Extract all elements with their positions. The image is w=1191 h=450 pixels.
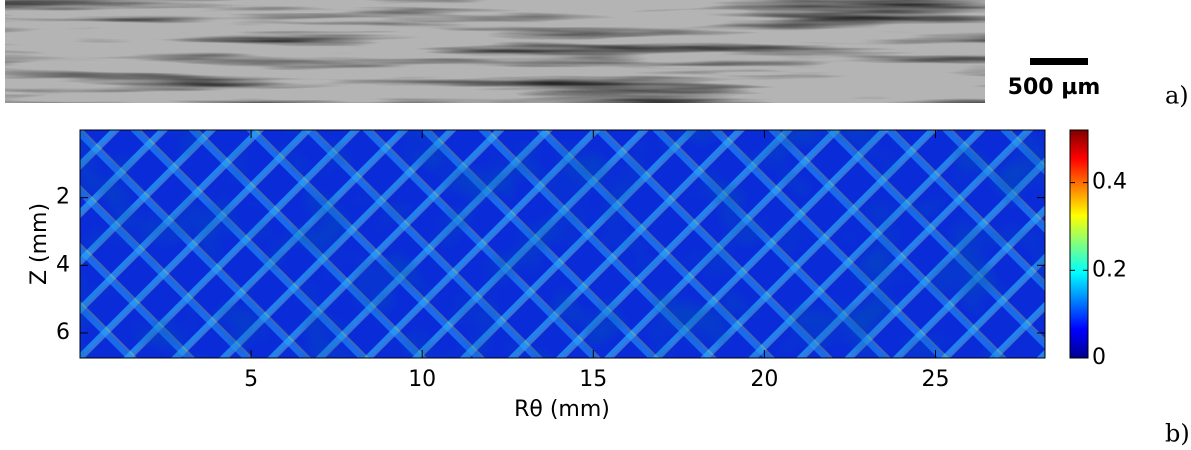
colorbar-tick-label: 0.2 — [1092, 257, 1127, 282]
x-tick-label: 25 — [921, 367, 949, 392]
panel-label: b) — [1165, 420, 1190, 448]
y-axis-label: Z (mm) — [27, 203, 52, 285]
y-tick-label: 6 — [56, 320, 70, 345]
y-tick-label: 2 — [56, 185, 70, 210]
y-tick-label: 4 — [56, 252, 70, 277]
colorbar-tick-label: 0.4 — [1092, 170, 1127, 195]
heatmap-shading — [80, 130, 1045, 358]
panel-label: a) — [1165, 82, 1189, 110]
scale-bar-label: 500 µm — [1008, 75, 1101, 100]
x-tick-label: 5 — [244, 367, 258, 392]
heatmap-image — [80, 130, 1045, 358]
plot-frame — [79, 129, 1046, 359]
colorbar-tick-label: 0 — [1092, 345, 1106, 370]
x-tick-label: 20 — [750, 367, 778, 392]
x-tick-label: 10 — [408, 367, 436, 392]
micrograph: 500 µm a) — [5, 0, 1189, 110]
x-axis-label: Rθ (mm) — [514, 397, 610, 422]
scale-bar — [1030, 58, 1088, 65]
colorbar — [1069, 129, 1089, 359]
micrograph-texture — [5, 0, 985, 103]
x-tick-label: 15 — [579, 367, 607, 392]
scale-label-box — [993, 72, 1115, 102]
